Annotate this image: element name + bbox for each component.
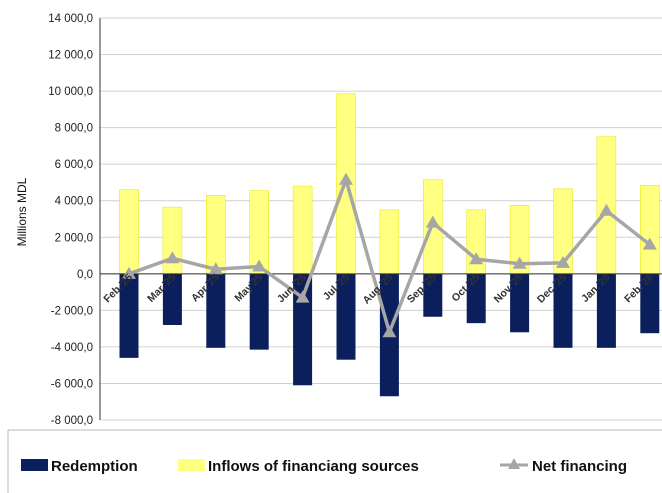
bar-redemption xyxy=(119,273,139,358)
bar-redemption xyxy=(596,273,616,348)
legend-label-inflows: Inflows of financiang sources xyxy=(208,458,419,475)
bar-redemption xyxy=(206,273,226,348)
bar-inflows xyxy=(162,206,183,275)
bar-redemption xyxy=(423,273,443,317)
y-axis: -8 000,0 -6 000,0 -4 000,0 -2 000,0 0,0 2 000… xyxy=(48,13,101,427)
y-tick-label: 6 000,0 xyxy=(55,159,93,171)
y-tick-label: -2 000,0 xyxy=(51,305,93,317)
bar-redemption xyxy=(162,273,182,325)
bar-redemption xyxy=(249,273,269,350)
y-tick-label: 4 000,0 xyxy=(55,196,93,208)
net-financing-point xyxy=(165,251,180,264)
net-financing-point xyxy=(295,290,310,303)
y-tick-label: 0,0 xyxy=(77,269,93,281)
y-axis-title: Millions MDL xyxy=(15,177,29,246)
bar-redemption xyxy=(553,273,573,348)
bar-redemption xyxy=(510,273,530,333)
net-financing-series xyxy=(122,172,657,338)
legend-label-net-financing: Net financing xyxy=(532,458,627,475)
bar-redemption xyxy=(640,273,660,334)
bar-redemption xyxy=(336,273,356,360)
bar-inflows xyxy=(206,194,226,275)
legend-swatch-redemption xyxy=(21,459,48,471)
legend: Redemption Inflows of financiang sources… xyxy=(7,429,662,493)
y-tick-label: -4 000,0 xyxy=(51,342,93,354)
net-financing-point xyxy=(425,215,440,228)
net-financing-point xyxy=(512,256,527,269)
legend-marker-net-financing xyxy=(508,458,520,469)
net-financing-point xyxy=(339,172,353,185)
y-tick-label: 2 000,0 xyxy=(55,232,93,244)
bar-inflows xyxy=(292,185,313,275)
legend-label-redemption: Redemption xyxy=(51,458,138,475)
y-tick-label: 8 000,0 xyxy=(55,123,93,135)
y-tick-label: 14 000,0 xyxy=(48,13,93,25)
bar-inflows xyxy=(640,184,660,275)
net-financing-point xyxy=(122,266,136,279)
y-tick-label: 12 000,0 xyxy=(48,50,93,62)
y-tick-label: 10 000,0 xyxy=(48,86,93,98)
net-financing-point xyxy=(642,237,657,250)
bar-inflows xyxy=(379,209,400,275)
legend-swatch-inflows xyxy=(178,459,205,471)
net-financing-point xyxy=(382,325,397,338)
net-financing-point xyxy=(208,262,223,275)
y-tick-label: -6 000,0 xyxy=(51,378,93,390)
bar-inflows xyxy=(466,209,486,275)
net-financing-point xyxy=(469,252,484,265)
net-financing-point xyxy=(599,203,614,216)
y-tick-label: -8 000,0 xyxy=(51,415,93,427)
net-financing-point xyxy=(556,255,570,268)
bar-redemption xyxy=(466,273,486,324)
net-financing-point xyxy=(252,259,267,272)
bar-inflows xyxy=(119,189,139,275)
